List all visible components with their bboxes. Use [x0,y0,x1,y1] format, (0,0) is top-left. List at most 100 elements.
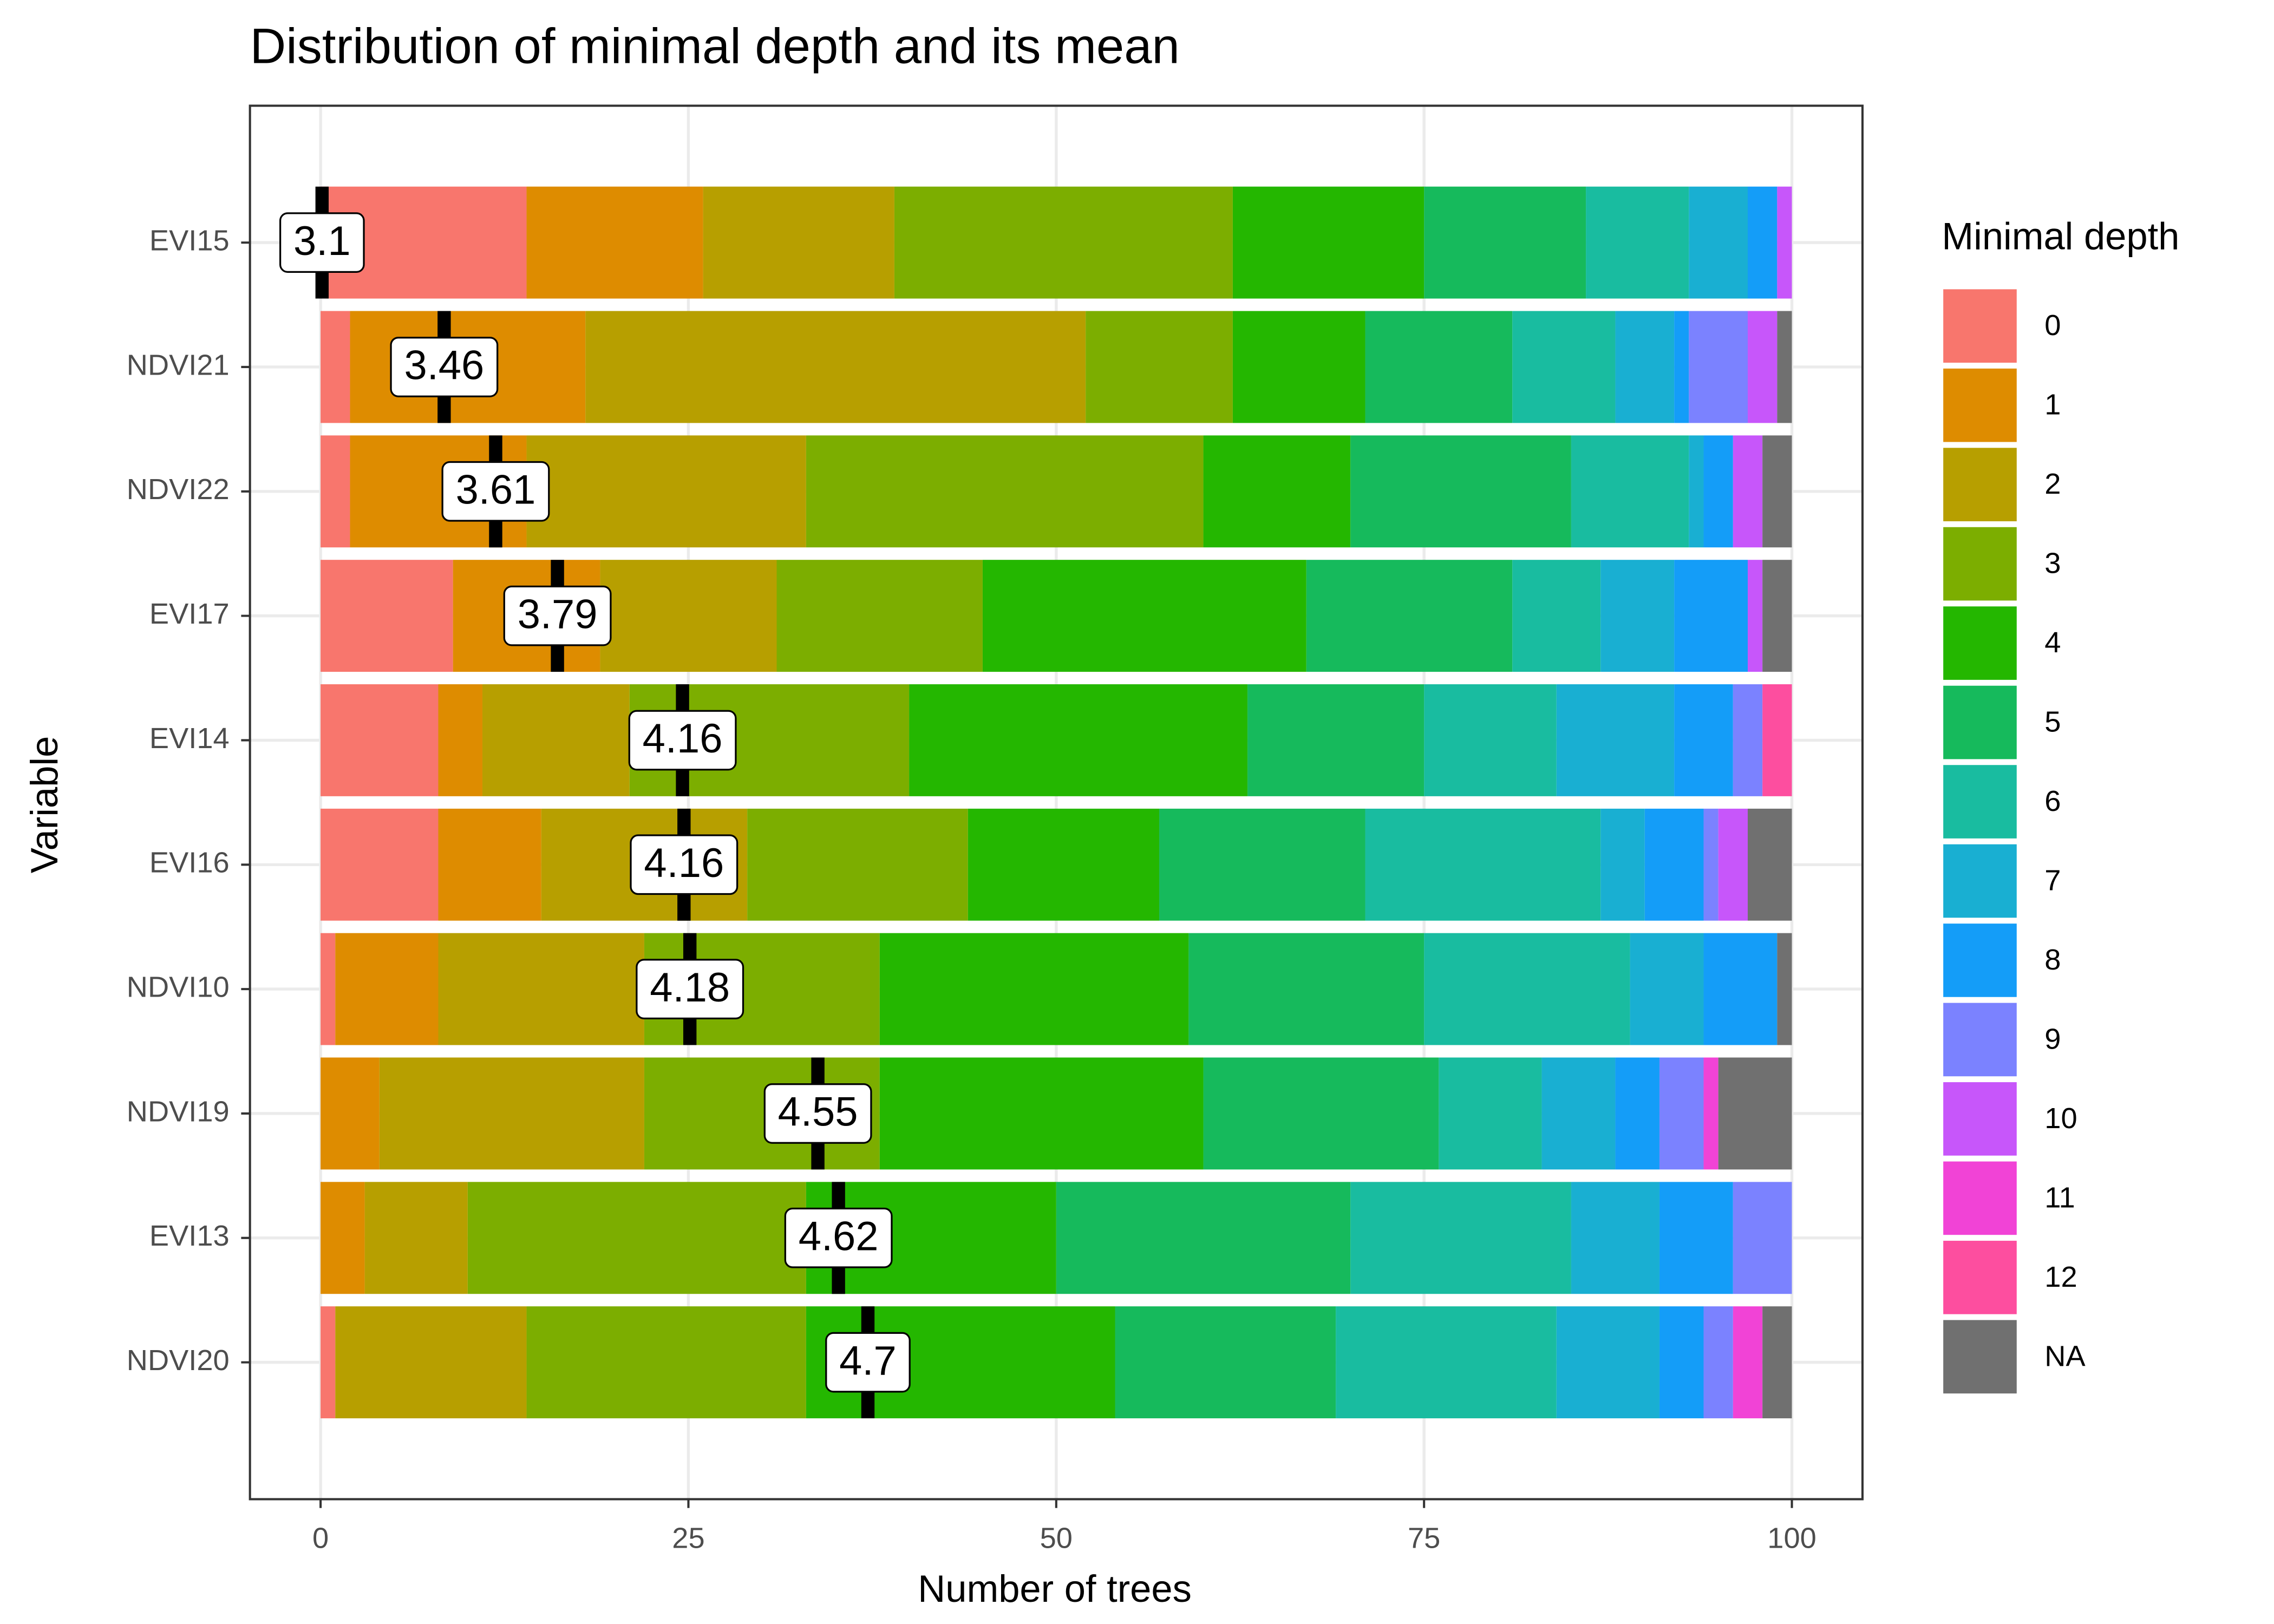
bar-segment [1733,684,1763,796]
mean-label: 4.16 [628,710,737,771]
bar-segment [776,560,983,672]
bar-segment [1689,311,1748,423]
legend-key [1943,606,2017,680]
bar-segment [1159,808,1365,921]
bar-segment [379,1057,644,1170]
bar-segment [1748,560,1763,672]
bar-segment [747,808,968,921]
bar-segment [585,311,1086,423]
bar-segment [1439,1057,1542,1170]
legend-label: 7 [2044,865,2061,897]
y-tick-label: EVI16 [149,847,230,879]
legend-label: 11 [2044,1181,2075,1214]
legend-key [1943,685,2017,759]
bar-segment [1247,684,1424,796]
mean-label-text: 4.16 [643,716,723,762]
legend-key [1943,844,2017,918]
bar-segment [364,1182,468,1294]
legend-label: NA [2044,1340,2086,1372]
bar-segment [1659,1306,1704,1419]
mean-label: 4.62 [784,1207,893,1268]
mean-label-box [825,1332,911,1393]
bar-segment [1115,1306,1336,1419]
bar-segment [526,1306,806,1419]
x-tick-label: 50 [1040,1522,1073,1555]
bar-segment [1232,186,1424,299]
bar-segment [1615,311,1675,423]
bar-segment [1762,684,1792,796]
bar-segment [1571,435,1689,548]
mean-label: 3.1 [279,212,365,273]
bar-segment [1703,435,1733,548]
mean-label-box [441,461,550,522]
bar-segment [1365,311,1513,423]
x-tick-label: 0 [312,1522,329,1555]
bar-segment [1630,933,1704,1045]
legend-key [1943,1320,2017,1394]
y-axis-label: Variable [23,736,66,873]
bar-segment [982,560,1306,672]
legend-key [1943,1003,2017,1077]
bar-segment [894,186,1233,299]
bar-segment [1600,808,1645,921]
bar-segment [1086,311,1233,423]
y-tick-label: EVI13 [149,1220,230,1252]
legend-label: 4 [2044,626,2061,659]
mean-label: 4.18 [636,959,744,1019]
legend-key [1943,527,2017,601]
x-axis-label: Number of trees [918,1567,1192,1610]
bar-segment [600,560,777,672]
legend-key [1943,1161,2017,1235]
legend-key [1943,924,2017,997]
mean-label: 3.79 [503,585,612,646]
y-tick-label: NDVI19 [127,1095,230,1128]
bar-segment [1762,435,1792,548]
mean-label: 4.16 [630,834,739,895]
bar-segment [1748,311,1778,423]
bar-segment [438,808,541,921]
bar-segment [1644,808,1704,921]
bar-segment [321,311,350,423]
bar-segment [321,560,453,672]
bar-segment [1733,1182,1792,1294]
mean-label-text: 4.16 [644,840,724,886]
bar-segment [1350,435,1571,548]
bar-segment [321,1057,380,1170]
bar-segment [1350,1182,1571,1294]
bar-segment [1748,186,1778,299]
bar-segment [1056,1182,1351,1294]
bar-segment [1777,933,1792,1045]
x-tick-label: 100 [1767,1522,1816,1555]
bar-segment [1365,808,1601,921]
bar-segment [1203,435,1351,548]
mean-label-text: 4.7 [839,1338,897,1384]
bar-segment [1762,1306,1792,1419]
bar-segment [526,435,806,548]
y-tick-label: EVI15 [149,224,230,257]
bar-segment [1512,311,1616,423]
bar-segment [1777,186,1792,299]
y-tick-label: EVI17 [149,598,230,630]
mean-label-box [503,585,612,646]
bar-segment [321,435,350,548]
bar-segment [321,1306,336,1419]
bar-segment [1306,560,1513,672]
bar-segment [1733,435,1763,548]
legend-key [1943,448,2017,521]
bar-segment [1600,560,1675,672]
bar-segment [1674,560,1748,672]
y-tick-label: NDVI20 [127,1344,230,1377]
x-tick-label: 25 [672,1522,704,1555]
bar-segment [321,1182,365,1294]
bar-segment [1777,311,1792,423]
legend-label: 12 [2044,1261,2077,1293]
mean-label: 4.55 [763,1083,872,1144]
legend-key [1943,289,2017,363]
bar-segment [1703,1057,1718,1170]
legend-label: 2 [2044,468,2061,500]
mean-label-box [279,212,365,273]
legend-label: 10 [2044,1102,2077,1135]
y-tick-label: NDVI10 [127,971,230,1003]
bar-segment [438,933,644,1045]
